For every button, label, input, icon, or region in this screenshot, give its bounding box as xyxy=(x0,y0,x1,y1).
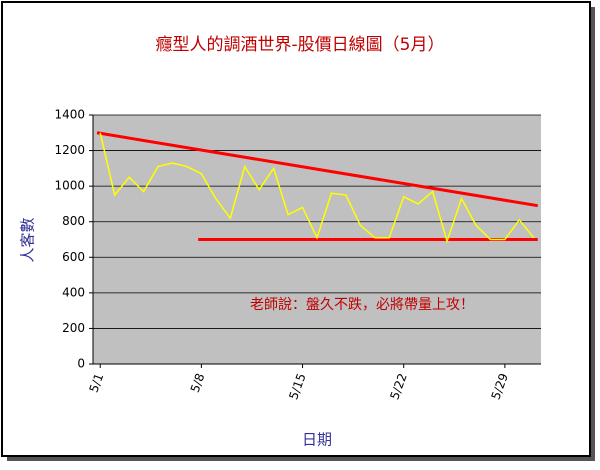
x-tick-label: 5/1 xyxy=(87,371,107,394)
data-line xyxy=(99,132,535,244)
annotation: 老師說：盤久不跌，必將帶量上攻！ xyxy=(250,296,474,313)
chart-title: 癮型人的調酒世界-股價日線圖（5月） xyxy=(156,35,445,55)
x-axis-label: 日期 xyxy=(302,431,332,449)
y-tick-label: 600 xyxy=(62,250,85,264)
y-tick-label: 1200 xyxy=(54,143,85,157)
y-axis-label: 人客數 xyxy=(19,217,37,262)
x-tick-label: 5/8 xyxy=(188,371,208,394)
y-tick-label: 200 xyxy=(62,321,85,335)
y-tick-label: 1400 xyxy=(54,108,85,122)
trend-line xyxy=(96,131,539,208)
y-tick-label: 1000 xyxy=(54,179,85,193)
y-tick-label: 0 xyxy=(77,357,85,371)
y-tick-label: 800 xyxy=(62,214,85,228)
y-tick-label: 400 xyxy=(62,285,85,299)
